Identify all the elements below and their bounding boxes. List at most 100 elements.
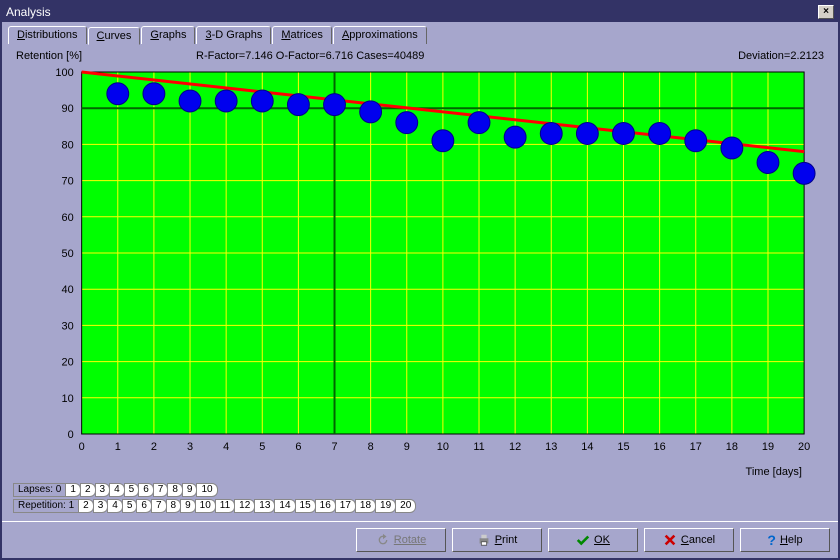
chart-area: 0123456789101112131415161718192001020304… bbox=[12, 64, 828, 464]
svg-text:16: 16 bbox=[654, 441, 666, 453]
tape-seg[interactable]: 14 bbox=[274, 499, 295, 513]
tab-approximations[interactable]: Approximations bbox=[333, 26, 427, 44]
svg-text:13: 13 bbox=[545, 441, 557, 453]
tab-graphs[interactable]: Graphs bbox=[141, 26, 195, 44]
x-icon bbox=[663, 533, 677, 547]
rotate-button[interactable]: Rotate bbox=[356, 528, 446, 552]
svg-text:3: 3 bbox=[187, 441, 193, 453]
tape-seg[interactable]: 18 bbox=[355, 499, 376, 513]
repetition-bar: Repetition: 1234567891011121314151617181… bbox=[8, 498, 832, 514]
svg-text:20: 20 bbox=[798, 441, 810, 453]
print-button[interactable]: Print bbox=[452, 528, 542, 552]
svg-text:20: 20 bbox=[62, 357, 74, 369]
svg-text:9: 9 bbox=[404, 441, 410, 453]
deviation-text: Deviation=2.2123 bbox=[674, 50, 824, 62]
tab-strip: DistributionsCurvesGraphs3-D GraphsMatri… bbox=[2, 22, 838, 44]
svg-text:90: 90 bbox=[62, 103, 74, 115]
svg-text:8: 8 bbox=[368, 441, 374, 453]
tab-matrices[interactable]: Matrices bbox=[272, 26, 332, 44]
tape-seg[interactable]: 10 bbox=[196, 483, 217, 497]
tape-seg[interactable]: 4 bbox=[107, 499, 123, 513]
question-icon: ? bbox=[767, 532, 776, 548]
tab-distributions[interactable]: Distributions bbox=[8, 26, 87, 44]
tape-seg[interactable]: 19 bbox=[375, 499, 396, 513]
tape-seg[interactable]: 12 bbox=[234, 499, 255, 513]
tape-seg[interactable]: 8 bbox=[166, 499, 182, 513]
svg-text:11: 11 bbox=[473, 441, 484, 453]
tape-seg[interactable]: 1 bbox=[65, 483, 81, 497]
svg-text:15: 15 bbox=[617, 441, 629, 453]
lapses-bar: Lapses: 012345678910 bbox=[8, 482, 832, 498]
tape-seg[interactable]: 13 bbox=[254, 499, 275, 513]
svg-text:2: 2 bbox=[151, 441, 157, 453]
tape-seg[interactable]: 2 bbox=[80, 483, 96, 497]
info-bar: Retention [%] R-Factor=7.146 O-Factor=6.… bbox=[8, 44, 832, 64]
svg-text:4: 4 bbox=[223, 441, 229, 453]
tape-seg[interactable]: 6 bbox=[136, 499, 152, 513]
svg-text:10: 10 bbox=[437, 441, 449, 453]
analysis-window: Analysis × DistributionsCurvesGraphs3-D … bbox=[0, 0, 840, 560]
svg-text:6: 6 bbox=[295, 441, 301, 453]
tape-seg[interactable]: 3 bbox=[93, 499, 109, 513]
tape-seg[interactable]: 11 bbox=[215, 499, 235, 513]
svg-text:0: 0 bbox=[79, 441, 85, 453]
svg-text:100: 100 bbox=[55, 67, 73, 79]
tab-curves[interactable]: Curves bbox=[88, 27, 141, 45]
svg-text:5: 5 bbox=[259, 441, 265, 453]
cancel-button[interactable]: Cancel bbox=[644, 528, 734, 552]
svg-text:30: 30 bbox=[62, 320, 74, 332]
svg-text:7: 7 bbox=[331, 441, 337, 453]
help-label: Help bbox=[780, 534, 803, 546]
titlebar: Analysis × bbox=[2, 2, 838, 22]
y-axis-label: Retention [%] bbox=[16, 50, 196, 62]
button-bar: Rotate Print OK Cancel ? Help bbox=[2, 521, 838, 558]
close-icon[interactable]: × bbox=[818, 5, 834, 19]
tape-seg[interactable]: 10 bbox=[195, 499, 216, 513]
retention-chart: 0123456789101112131415161718192001020304… bbox=[12, 64, 828, 464]
x-axis-label: Time [days] bbox=[8, 464, 832, 482]
ok-label: OK bbox=[594, 534, 610, 546]
tape-seg[interactable]: 20 bbox=[395, 499, 416, 513]
cancel-label: Cancel bbox=[681, 534, 715, 546]
svg-text:1: 1 bbox=[115, 441, 121, 453]
window-title: Analysis bbox=[6, 5, 818, 19]
svg-text:0: 0 bbox=[68, 429, 74, 441]
ok-button[interactable]: OK bbox=[548, 528, 638, 552]
print-label: Print bbox=[495, 534, 518, 546]
tape-seg[interactable]: 4 bbox=[109, 483, 125, 497]
tape-seg[interactable]: 5 bbox=[122, 499, 138, 513]
check-icon bbox=[576, 533, 590, 547]
tape-seg[interactable]: 15 bbox=[295, 499, 316, 513]
svg-text:10: 10 bbox=[62, 393, 74, 405]
tape-seg[interactable]: 17 bbox=[335, 499, 356, 513]
tape-seg[interactable]: 7 bbox=[153, 483, 169, 497]
tape-seg[interactable]: 3 bbox=[95, 483, 111, 497]
svg-text:18: 18 bbox=[726, 441, 738, 453]
content-area: Retention [%] R-Factor=7.146 O-Factor=6.… bbox=[2, 44, 838, 521]
svg-text:12: 12 bbox=[509, 441, 521, 453]
printer-icon bbox=[477, 533, 491, 547]
tape-label: Lapses: 0 bbox=[13, 483, 66, 497]
svg-text:19: 19 bbox=[762, 441, 774, 453]
svg-text:40: 40 bbox=[62, 284, 74, 296]
tape-label: Repetition: 1 bbox=[13, 499, 79, 513]
rotate-label: Rotate bbox=[394, 534, 426, 546]
tape-seg[interactable]: 5 bbox=[124, 483, 140, 497]
svg-text:70: 70 bbox=[62, 176, 74, 188]
svg-text:50: 50 bbox=[62, 248, 74, 260]
rotate-icon bbox=[376, 533, 390, 547]
svg-text:60: 60 bbox=[62, 212, 74, 224]
stats-text: R-Factor=7.146 O-Factor=6.716 Cases=4048… bbox=[196, 50, 674, 62]
tab-3-d-graphs[interactable]: 3-D Graphs bbox=[196, 26, 271, 44]
svg-text:17: 17 bbox=[690, 441, 702, 453]
svg-text:80: 80 bbox=[62, 139, 74, 151]
help-button[interactable]: ? Help bbox=[740, 528, 830, 552]
tape-seg[interactable]: 2 bbox=[78, 499, 94, 513]
svg-text:14: 14 bbox=[581, 441, 593, 453]
tape-seg[interactable]: 6 bbox=[138, 483, 154, 497]
tape-seg[interactable]: 16 bbox=[315, 499, 336, 513]
tape-seg[interactable]: 8 bbox=[167, 483, 183, 497]
tape-seg[interactable]: 7 bbox=[151, 499, 167, 513]
tape-seg[interactable]: 9 bbox=[182, 483, 198, 497]
tape-seg[interactable]: 9 bbox=[180, 499, 196, 513]
